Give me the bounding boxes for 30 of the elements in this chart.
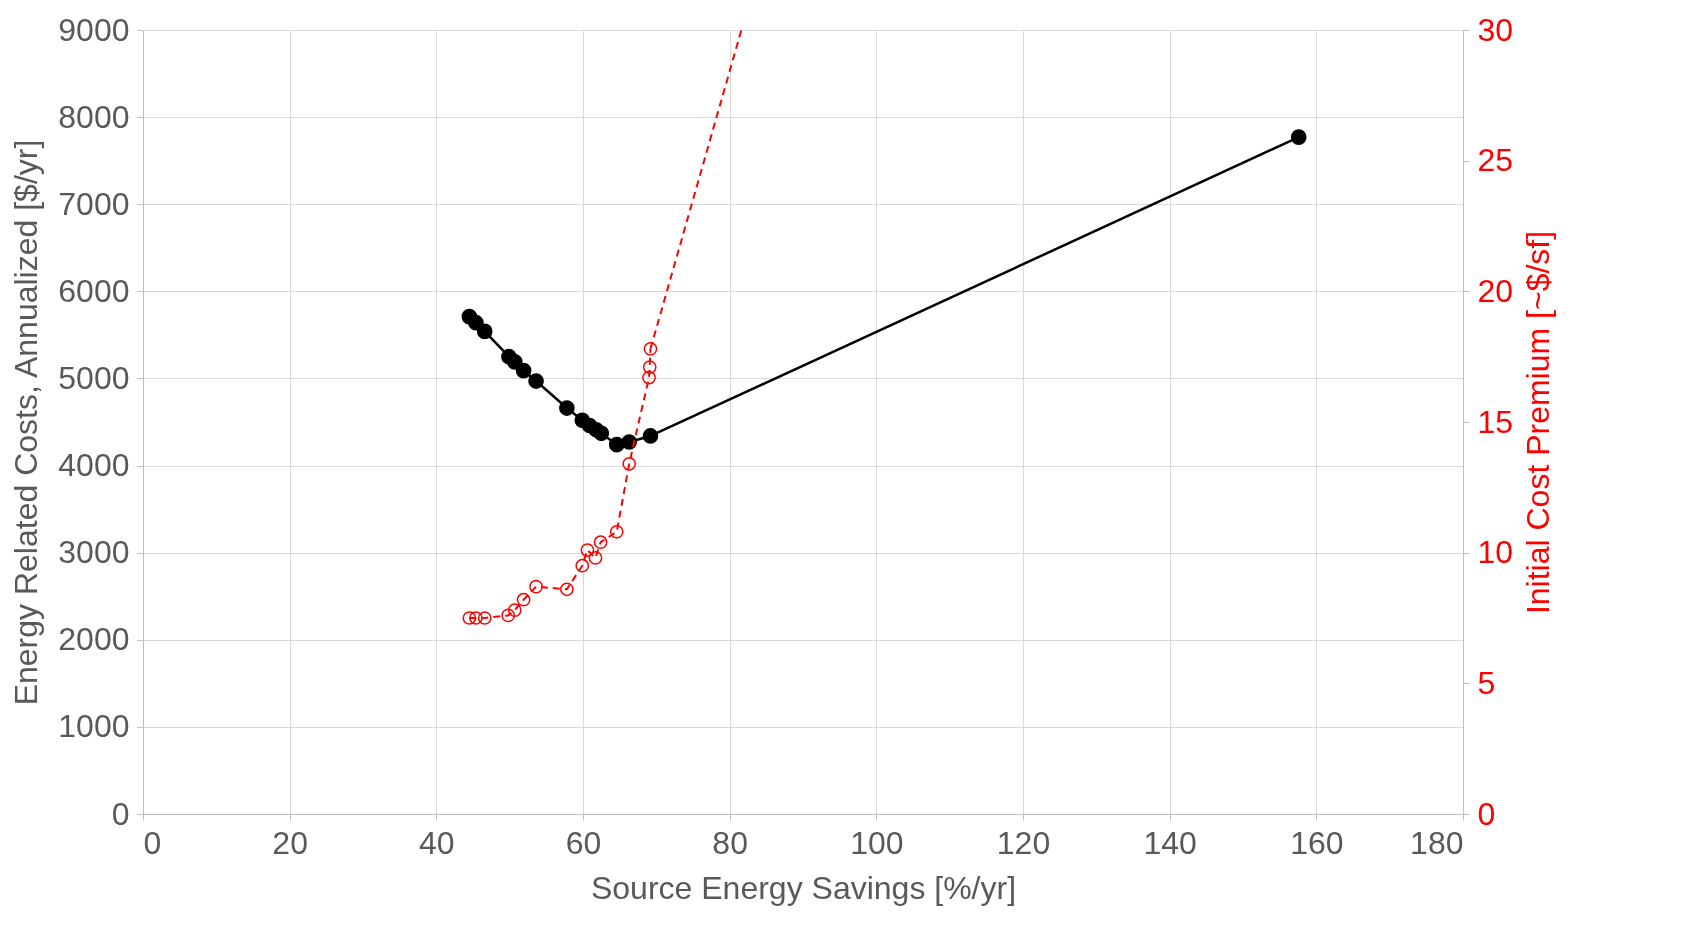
x-tick-label: 160: [1290, 824, 1344, 861]
y-tick-label: 7000: [58, 185, 130, 222]
x-tick-label: 80: [712, 824, 748, 861]
y-tick-label: 5000: [58, 359, 130, 396]
y-tick-label: 3000: [58, 534, 130, 571]
x-tick-label: 20: [272, 824, 308, 861]
y2-tick-label: 0: [1477, 795, 1496, 832]
y2-tick-label: 30: [1477, 11, 1514, 48]
x-tick-label: 60: [565, 824, 602, 861]
y-tick-label: 8000: [58, 98, 130, 135]
y2-tick-label: 25: [1477, 142, 1514, 179]
y2-tick-label: 5: [1477, 664, 1496, 701]
x-tick-label: 120: [996, 824, 1051, 861]
y-tick-label: 2000: [58, 621, 130, 658]
y-axis-title: Energy Related Costs, Annualized [$/yr]: [8, 139, 45, 706]
x-axis-title: Source Energy Savings [%/yr]: [590, 869, 1017, 906]
y-tick-label: 9000: [58, 11, 130, 48]
x-tick-label: 0: [143, 824, 162, 861]
y2-axis-title: Initial Cost Premium [~$/sf]: [1519, 230, 1556, 615]
y2-tick-label: 10: [1477, 534, 1514, 571]
y2-tick-label: 20: [1477, 272, 1514, 309]
y-tick-label: 6000: [58, 272, 130, 309]
y-tick-label: 4000: [58, 447, 130, 484]
y2-tick-label: 15: [1477, 403, 1514, 440]
x-tick-label: 140: [1143, 824, 1197, 861]
y-tick-label: 1000: [58, 708, 130, 745]
x-tick-label: 180: [1410, 824, 1464, 861]
y-tick-label: 0: [111, 795, 130, 832]
x-tick-label: 100: [850, 824, 904, 861]
x-tick-label: 40: [419, 824, 455, 861]
